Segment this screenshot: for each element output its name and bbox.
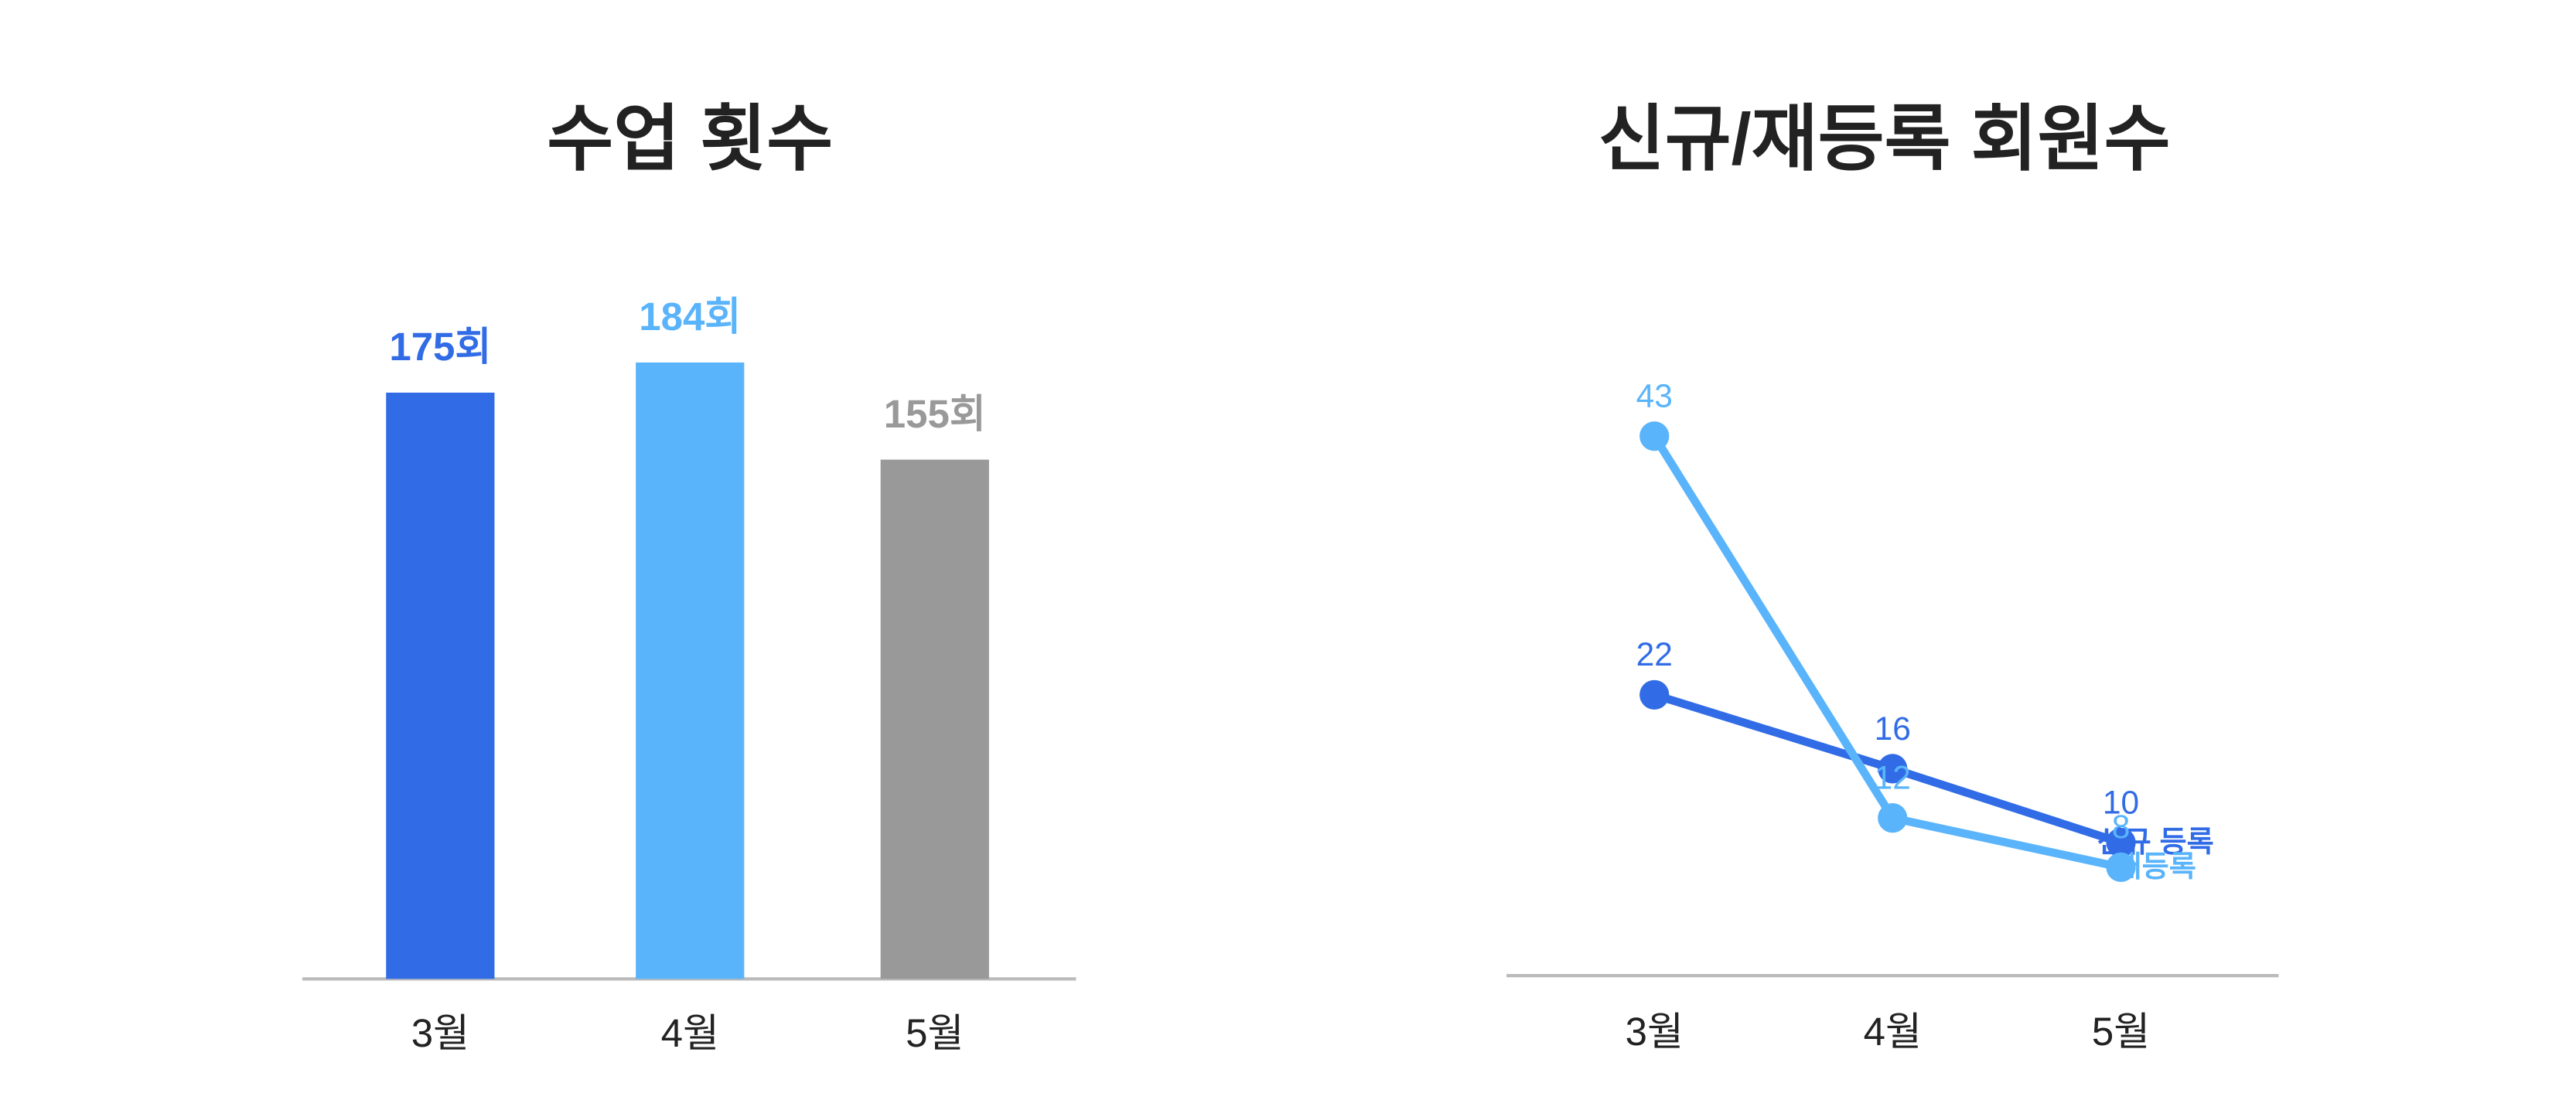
bar	[880, 459, 989, 979]
value-label: 22	[1636, 637, 1673, 673]
x-tick-label: 4월	[1864, 1010, 1922, 1054]
x-tick-label: 4월	[661, 1011, 719, 1055]
bar	[636, 362, 745, 979]
value-label: 8	[2112, 809, 2131, 846]
value-label: 43	[1636, 379, 1673, 415]
value-label: 184회	[639, 295, 741, 339]
value-label: 12	[1875, 761, 1911, 797]
chart-title: 신규/재등록 회원수	[1598, 98, 2171, 179]
point	[1639, 679, 1670, 710]
value-label: 10	[2103, 785, 2139, 821]
x-tick-label: 3월	[1626, 1010, 1684, 1054]
x-tick-label: 5월	[2092, 1010, 2150, 1054]
point	[1878, 803, 1908, 833]
x-tick-label: 3월	[411, 1011, 469, 1055]
series-line	[1650, 434, 2122, 872]
x-tick-label: 5월	[906, 1011, 964, 1055]
point	[1878, 754, 1908, 784]
chart-title: 수업 횟수	[547, 98, 833, 179]
point	[2106, 827, 2136, 858]
value-label: 155회	[884, 392, 986, 436]
bar	[386, 392, 495, 979]
value-label: 16	[1875, 711, 1911, 748]
value-label: 175회	[389, 325, 491, 369]
point	[1639, 421, 1670, 451]
point	[2106, 852, 2136, 882]
legend-label: 재등록	[2114, 850, 2196, 884]
